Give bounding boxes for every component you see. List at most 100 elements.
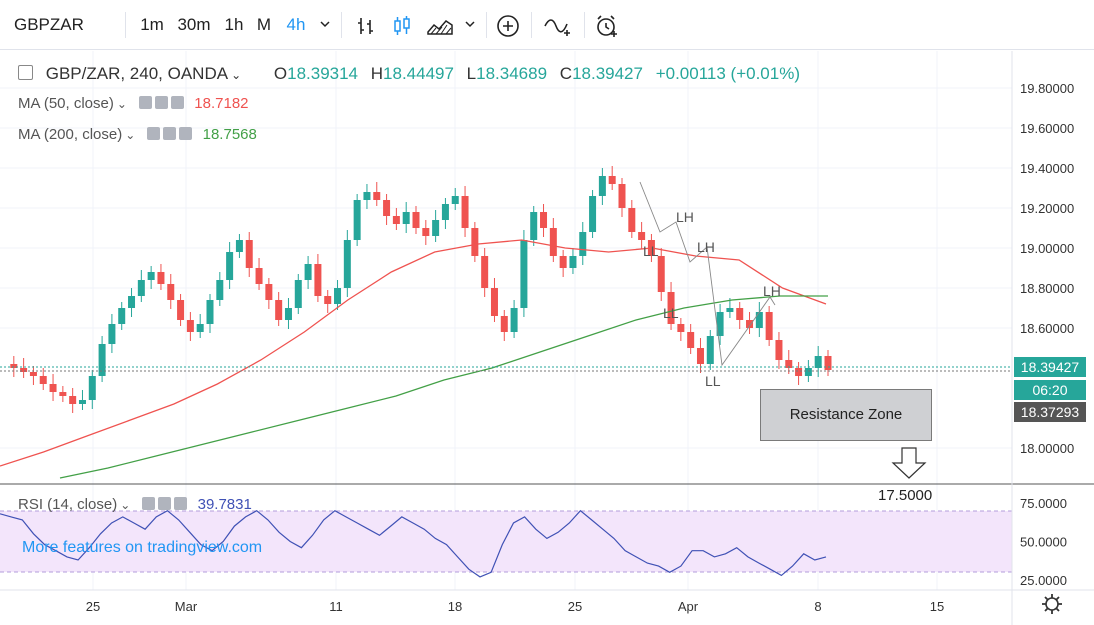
chevron-down-icon[interactable]: ⌄ (116, 97, 127, 111)
candle-up (716, 312, 724, 336)
swing-label-lh: LH (697, 239, 715, 255)
close-value: 18.39427 (572, 64, 643, 83)
price-tick-label: 18.80000 (1020, 281, 1074, 296)
open-value: 18.39314 (287, 64, 359, 83)
area-icon[interactable] (423, 0, 457, 50)
candle-down (500, 316, 508, 332)
candle-up (510, 308, 518, 332)
candle-down (549, 228, 557, 256)
candle-up (598, 176, 606, 196)
eye-icon[interactable] (142, 497, 156, 510)
indicators-icon[interactable] (541, 0, 577, 50)
candle-up (118, 308, 126, 324)
candle-up (196, 324, 204, 332)
swing-labels: LH LL LH LL LH LL (643, 209, 781, 389)
candle-up (402, 212, 410, 224)
ohlc-legend: GBP/ZAR, 240, OANDA ⌄ O18.39314 H18.44497… (18, 64, 800, 84)
candles-icon[interactable] (388, 0, 416, 50)
candle-up (432, 220, 440, 236)
low-label: L (466, 64, 477, 83)
symbol-search-button[interactable]: GBPZAR (14, 15, 84, 34)
gear-icon[interactable] (158, 497, 172, 510)
candle-up (137, 280, 145, 296)
candle-up (334, 288, 342, 304)
price-tick-label: 18.00000 (1020, 441, 1074, 456)
secondary-price-tag: 18.37293 (1014, 402, 1086, 422)
candle-down (412, 212, 420, 228)
timeframe-4h-button[interactable]: 4h (286, 15, 306, 34)
candle-down (167, 284, 175, 300)
candle-up (814, 356, 822, 368)
candle-down (49, 384, 57, 392)
price-tick-label: 19.00000 (1020, 241, 1074, 256)
candle-down (29, 372, 37, 376)
candle-down (422, 228, 430, 236)
alert-clock-icon[interactable] (592, 0, 622, 50)
candle-down (461, 196, 469, 228)
candle-down (10, 364, 18, 368)
eye-icon[interactable] (139, 96, 153, 109)
timeframe-M-button[interactable]: M (256, 15, 272, 34)
countdown-tag: 06:20 (1014, 380, 1086, 400)
candle-up (520, 240, 528, 308)
rsi-value: 39.7831 (197, 496, 252, 513)
gear-icon[interactable] (155, 96, 169, 109)
chevron-down-icon[interactable] (460, 0, 480, 50)
promo-link[interactable]: More features on tradingview.com (22, 539, 263, 556)
resistance-zone-box[interactable]: Resistance Zone (760, 389, 932, 441)
gear-icon[interactable] (163, 127, 177, 140)
timeframe-1h-button[interactable]: 1h (224, 15, 244, 34)
candle-up (108, 324, 116, 344)
candle-up (706, 336, 714, 364)
candle-down (265, 284, 273, 300)
candle-up (98, 344, 106, 376)
ma50-label[interactable]: MA (50, close) (18, 95, 114, 112)
candle-down (39, 376, 47, 384)
close-icon[interactable] (179, 127, 193, 140)
chevron-down-icon[interactable]: ⌄ (231, 68, 242, 82)
eye-icon[interactable] (147, 127, 161, 140)
candle-down (677, 324, 685, 332)
high-value: 18.44497 (383, 64, 454, 83)
candle-down (608, 176, 616, 184)
timeframe-1m-button[interactable]: 1m (140, 15, 164, 34)
top-toolbar: GBPZAR 1m 30m 1h M 4h (0, 0, 1094, 50)
toolbar-divider (486, 12, 487, 38)
candle-down (157, 272, 165, 284)
candle-down (824, 356, 832, 370)
rsi-legend: RSI (14, close) ⌄ 39.7831 (18, 496, 252, 513)
bars-icon[interactable] (352, 0, 380, 50)
ma200-label[interactable]: MA (200, close) (18, 126, 123, 143)
candle-down (638, 232, 646, 240)
add-compare-icon[interactable] (494, 0, 522, 50)
candle-down (667, 292, 675, 324)
time-tick-label: 8 (814, 599, 821, 614)
candle-down (628, 208, 636, 232)
ma50-legend: MA (50, close) ⌄ 18.7182 (18, 95, 249, 112)
chevron-down-icon[interactable] (315, 0, 335, 50)
candle-up (284, 308, 292, 320)
swing-label-lh: LH (676, 209, 694, 225)
candle-down (186, 320, 194, 332)
rsi-label[interactable]: RSI (14, close) (18, 496, 118, 513)
collapse-legend-icon[interactable] (18, 65, 33, 80)
candle-up (304, 264, 312, 280)
swing-label-ll: LL (705, 373, 721, 389)
timeframe-30m-button[interactable]: 30m (177, 15, 211, 34)
pair-label[interactable]: GBP/ZAR, 240, OANDA (45, 64, 229, 83)
candle-down (59, 392, 67, 396)
candle-up (804, 368, 812, 376)
close-icon[interactable] (174, 497, 188, 510)
ma200-value: 18.7568 (202, 126, 257, 143)
chevron-down-icon[interactable]: ⌄ (125, 128, 136, 142)
candle-up (441, 204, 449, 220)
candle-down (20, 368, 28, 372)
chevron-down-icon[interactable]: ⌄ (120, 498, 131, 512)
down-arrow-icon (891, 447, 927, 479)
candle-down (736, 308, 744, 320)
candle-up (353, 200, 361, 240)
candle-up (530, 212, 538, 240)
close-icon[interactable] (171, 96, 185, 109)
settings-gear-icon[interactable] (1042, 594, 1062, 614)
candle-down (373, 192, 381, 200)
